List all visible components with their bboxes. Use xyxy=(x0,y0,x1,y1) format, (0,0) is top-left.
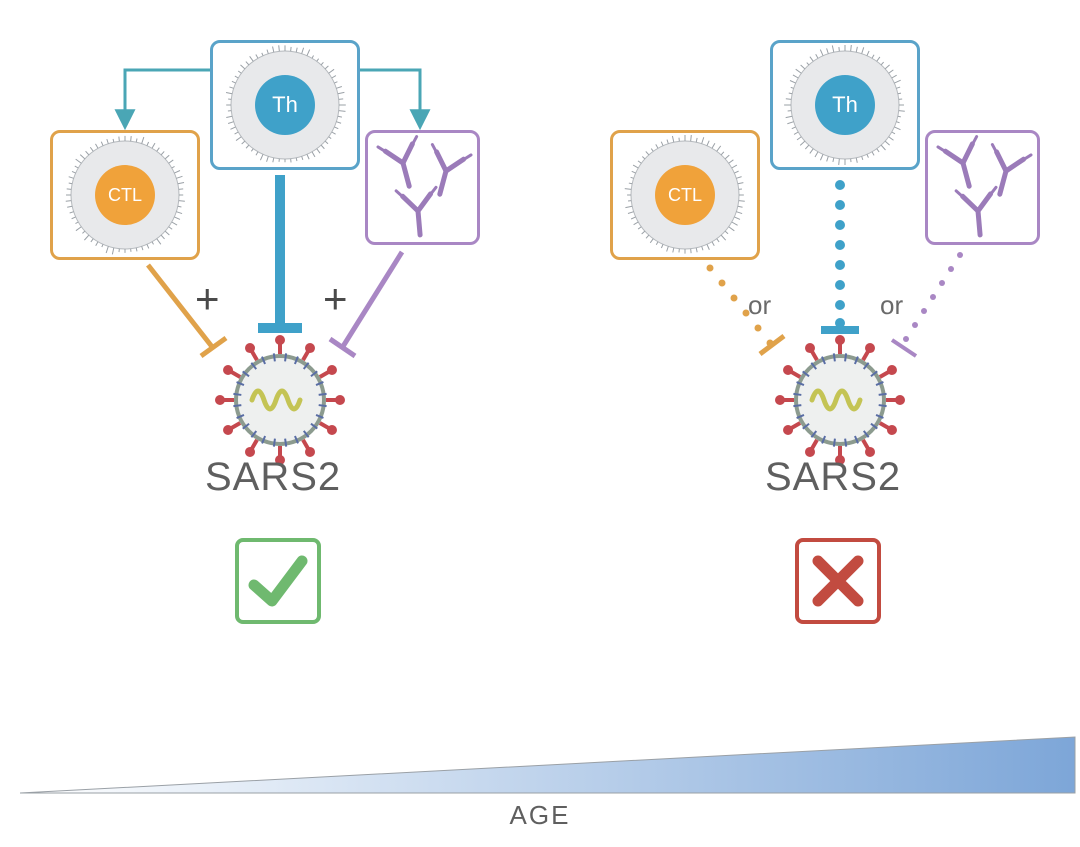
panel-uncoordinated: Th CTL xyxy=(600,30,1080,670)
result-check-box xyxy=(235,538,321,624)
virus-label-left: SARS2 xyxy=(205,455,341,500)
virus-label-right: SARS2 xyxy=(765,455,901,500)
cross-icon xyxy=(806,549,870,613)
check-icon xyxy=(244,547,312,615)
age-gradient-triangle xyxy=(20,733,1080,795)
age-axis-label: AGE xyxy=(0,800,1080,831)
result-cross-box xyxy=(795,538,881,624)
panel-coordinated: Th CTL xyxy=(40,30,540,670)
